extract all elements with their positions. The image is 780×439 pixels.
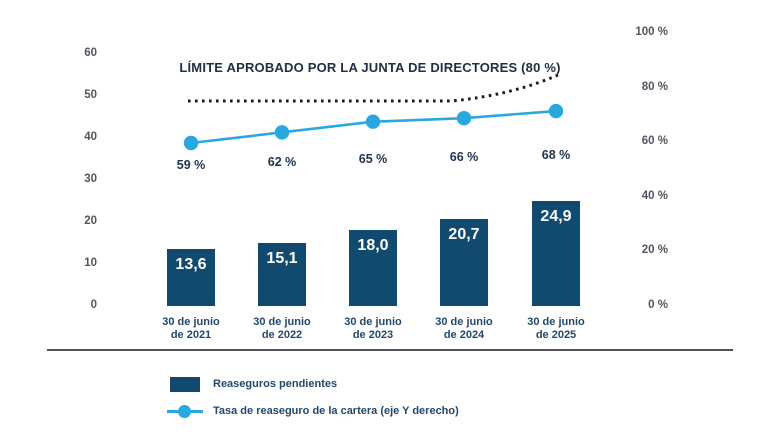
legend: Reaseguros pendientes Tasa de reaseguro … bbox=[167, 374, 459, 428]
rate-line-point bbox=[274, 125, 290, 140]
category-label: 30 de junio de 2023 bbox=[344, 316, 402, 341]
limit-dotted-line bbox=[188, 73, 559, 103]
right-axis-tick: 40 % bbox=[641, 189, 668, 202]
rate-line-point bbox=[456, 110, 472, 126]
right-axis-tick: 60 % bbox=[641, 135, 668, 148]
bar: 13,6 bbox=[167, 248, 215, 306]
rate-percent-label: 59 % bbox=[176, 157, 206, 172]
left-axis-tick: 60 bbox=[84, 47, 97, 59]
bar-series-swatch bbox=[170, 376, 200, 392]
left-axis-tick: 40 bbox=[84, 131, 97, 143]
right-axis-tick: 20 % bbox=[641, 244, 668, 257]
rate-line-point bbox=[365, 114, 381, 129]
left-axis-tick: 30 bbox=[84, 173, 97, 185]
bar: 20,7 bbox=[440, 219, 488, 306]
rate-percent-label: 62 % bbox=[267, 154, 297, 169]
bar: 18,0 bbox=[349, 230, 397, 306]
legend-item-rate-line: Tasa de reaseguro de la cartera (eje Y d… bbox=[167, 401, 459, 421]
rate-line-point bbox=[183, 135, 199, 151]
bar-value-label: 20,7 bbox=[448, 226, 480, 244]
category-label: 30 de junio de 2021 bbox=[162, 316, 220, 341]
right-axis-tick: 0 % bbox=[648, 299, 668, 311]
category-label: 30 de junio de 2024 bbox=[435, 316, 493, 341]
bar-value-label: 13,6 bbox=[175, 255, 207, 273]
left-axis-tick: 20 bbox=[84, 215, 97, 227]
bar-value-label: 18,0 bbox=[357, 237, 389, 255]
rate-percent-label: 65 % bbox=[358, 151, 388, 166]
rate-percent-label: 66 % bbox=[449, 150, 479, 165]
bar-value-label: 15,1 bbox=[266, 249, 298, 267]
left-axis-tick: 10 bbox=[84, 257, 97, 269]
legend-label-rate-line: Tasa de reaseguro de la cartera (eje Y d… bbox=[213, 405, 459, 417]
rate-percent-label: 68 % bbox=[541, 148, 571, 163]
bar: 15,1 bbox=[258, 242, 306, 306]
right-axis-tick: 100 % bbox=[635, 26, 668, 38]
divider-line bbox=[47, 349, 733, 351]
legend-item-bars: Reaseguros pendientes bbox=[170, 374, 459, 394]
rate-line-point bbox=[548, 103, 564, 119]
limit-line-label: LÍMITE APROBADO POR LA JUNTA DE DIRECTOR… bbox=[179, 60, 561, 75]
right-axis-tick: 80 % bbox=[641, 80, 668, 93]
category-label: 30 de junio de 2022 bbox=[253, 316, 311, 341]
bar-value-label: 24,9 bbox=[540, 208, 572, 226]
line-swatch-dot-icon bbox=[178, 404, 191, 418]
bar: 24,9 bbox=[532, 201, 580, 306]
left-axis-tick: 50 bbox=[84, 89, 97, 101]
legend-label-bars: Reaseguros pendientes bbox=[213, 378, 338, 390]
left-axis-tick: 0 bbox=[90, 299, 97, 311]
line-series-swatch bbox=[167, 404, 203, 419]
category-label: 30 de junio de 2025 bbox=[527, 316, 585, 341]
